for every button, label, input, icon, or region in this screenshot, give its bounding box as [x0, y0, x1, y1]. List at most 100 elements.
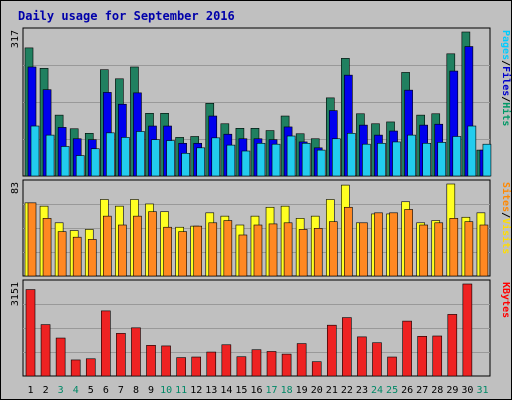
bar-sites-day-5	[87, 239, 97, 277]
bar-kbytes-day-12	[191, 356, 202, 377]
legend-part-3: /	[500, 96, 511, 102]
bar-sites-day-25	[389, 212, 398, 277]
bar-sites-day-13	[208, 222, 218, 277]
bar-kbytes-day-1	[25, 289, 36, 377]
x-tick-label-day-20: 20	[311, 385, 323, 396]
bar-kbytes-day-26	[402, 320, 412, 377]
x-tick-label-day-4: 4	[73, 385, 79, 396]
bar-pages-day-14	[226, 144, 236, 177]
bar-kbytes-day-29	[447, 314, 458, 377]
bar-pages-day-25	[392, 141, 401, 177]
bar-kbytes-day-27	[417, 335, 427, 377]
bar-sites-day-6	[103, 215, 112, 277]
x-tick-label-day-24: 24	[371, 385, 383, 396]
legend-part-1: /	[500, 212, 511, 218]
x-tick-label-day-21: 21	[326, 385, 338, 396]
x-tick-label-day-2: 2	[43, 385, 49, 396]
bar-sites-day-23	[359, 222, 368, 277]
bar-kbytes-day-10	[161, 345, 171, 377]
bar-pages-day-4	[75, 155, 85, 177]
bar-sites-day-15	[238, 234, 248, 277]
panel-hits-files-pages-legend: Pages/Files/Hits	[500, 30, 512, 126]
bar-pages-day-18	[286, 135, 296, 177]
bar-kbytes-day-5	[85, 358, 96, 377]
x-tick-label-day-1: 1	[28, 385, 34, 396]
bar-sites-day-22	[344, 206, 353, 277]
bar-kbytes-day-30	[462, 283, 473, 377]
x-tick-label-day-12: 12	[190, 385, 202, 396]
bar-kbytes-day-2	[40, 324, 51, 377]
bar-sites-day-12	[193, 225, 203, 277]
bar-kbytes-day-15	[236, 356, 247, 377]
bar-pages-day-1	[30, 125, 40, 177]
bar-pages-day-29	[452, 136, 462, 177]
bar-pages-day-24	[377, 142, 386, 177]
panel-hits-files-pages-max-label: 317	[10, 30, 21, 48]
x-tick-label-day-17: 17	[266, 385, 278, 396]
bar-pages-day-21	[331, 138, 341, 177]
panel-kbytes-legend: KBytes	[500, 282, 511, 318]
bar-pages-day-3	[60, 146, 70, 177]
bar-sites-day-17	[268, 223, 278, 277]
bar-sites-day-30	[464, 221, 474, 277]
bar-pages-day-31	[482, 143, 492, 177]
bar-kbytes-day-23	[357, 336, 367, 377]
bar-kbytes-day-24	[372, 342, 382, 377]
bar-pages-day-23	[362, 143, 371, 177]
bar-pages-day-2	[45, 134, 55, 177]
legend-part-1: /	[500, 60, 511, 66]
bar-kbytes-day-25	[387, 356, 397, 377]
bar-sites-day-10	[163, 226, 172, 277]
bar-pages-day-19	[301, 142, 311, 177]
bar-pages-day-26	[407, 134, 416, 177]
x-tick-label-day-6: 6	[103, 385, 109, 396]
x-tick-label-day-10: 10	[160, 385, 172, 396]
bar-sites-day-31	[479, 224, 489, 277]
bar-pages-day-22	[347, 132, 356, 177]
x-tick-label-day-25: 25	[386, 385, 398, 396]
x-tick-label-day-22: 22	[341, 385, 353, 396]
bar-kbytes-day-4	[70, 359, 81, 377]
legend-part-2: Visits	[500, 218, 512, 254]
bar-sites-day-24	[374, 212, 383, 277]
bar-kbytes-day-16	[251, 349, 262, 377]
bar-kbytes-day-28	[432, 335, 443, 377]
x-tick-label-day-18: 18	[281, 385, 293, 396]
bar-pages-day-30	[467, 125, 477, 177]
bar-kbytes-day-13	[206, 351, 217, 377]
x-tick-label-day-7: 7	[118, 385, 124, 396]
bar-kbytes-day-19	[296, 343, 307, 377]
x-tick-label-day-8: 8	[133, 385, 139, 396]
bar-pages-day-17	[271, 143, 281, 177]
bar-sites-day-20	[313, 228, 323, 277]
bar-sites-day-16	[253, 224, 263, 277]
bar-kbytes-day-3	[55, 337, 66, 377]
bar-sites-day-3	[57, 231, 67, 277]
x-tick-label-day-3: 3	[58, 385, 64, 396]
bar-pages-day-10	[166, 140, 175, 177]
bar-pages-day-5	[90, 148, 100, 177]
x-tick-label-day-19: 19	[296, 385, 308, 396]
bar-sites-day-7	[118, 224, 127, 277]
x-tick-label-day-11: 11	[175, 385, 187, 396]
bar-pages-day-11	[181, 152, 190, 177]
bar-pages-day-12	[196, 147, 206, 177]
bar-pages-day-9	[151, 139, 160, 177]
bar-kbytes-day-11	[176, 357, 186, 377]
x-tick-label-day-16: 16	[250, 385, 262, 396]
x-tick-label-day-13: 13	[205, 385, 217, 396]
bar-kbytes-day-21	[326, 324, 337, 377]
legend-part-0: KBytes	[500, 282, 511, 318]
bar-sites-day-18	[283, 222, 293, 277]
panel-visits-sites-max-label: 83	[10, 182, 21, 194]
bar-sites-day-9	[148, 211, 157, 277]
x-tick-label-day-15: 15	[235, 385, 247, 396]
x-tick-label-day-14: 14	[220, 385, 232, 396]
bar-pages-day-20	[316, 149, 326, 177]
legend-part-0: Pages	[500, 30, 511, 60]
bar-sites-day-4	[72, 236, 82, 277]
bar-sites-day-14	[223, 220, 233, 277]
bar-pages-day-6	[106, 132, 115, 177]
bar-sites-day-21	[328, 221, 338, 277]
